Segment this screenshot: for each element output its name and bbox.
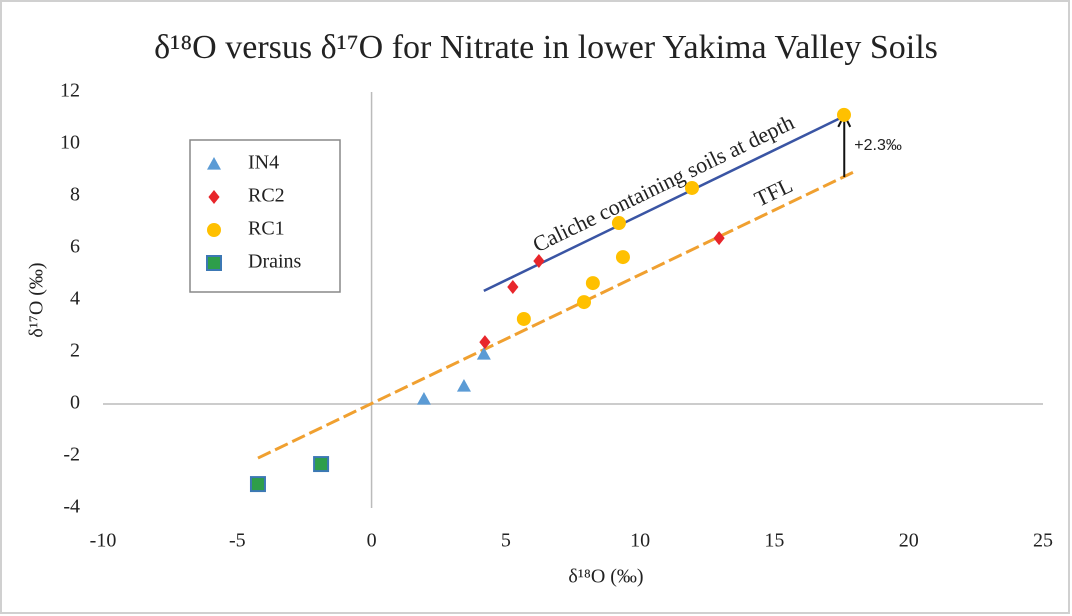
point — [533, 254, 545, 268]
x-tick-label: 25 — [1033, 530, 1053, 552]
y-tick-label: 8 — [70, 184, 80, 206]
y-tick-label: 10 — [60, 132, 80, 154]
legend-label: IN4 — [248, 152, 279, 174]
point — [507, 280, 519, 294]
legend-label: RC1 — [248, 218, 285, 240]
y-tick-label: 6 — [70, 236, 80, 258]
point — [577, 295, 592, 310]
point — [456, 379, 471, 392]
y-tick-label: 4 — [70, 288, 80, 310]
x-tick-label: 20 — [899, 530, 919, 552]
y-tick-label: 2 — [70, 340, 80, 362]
x-tick-label: 0 — [367, 530, 377, 552]
x-tick-label: -5 — [229, 530, 246, 552]
x-tick-label: 15 — [764, 530, 784, 552]
tfl-line — [257, 169, 858, 460]
point — [713, 231, 725, 246]
x-tick-label: 5 — [501, 530, 511, 552]
legend-label: Drains — [248, 251, 302, 273]
legend-marker — [206, 255, 222, 271]
chart-title: δ¹⁸O versus δ¹⁷O for Nitrate in lower Ya… — [154, 29, 938, 66]
point — [249, 476, 266, 493]
point — [836, 107, 851, 122]
offset-label: +2.3‰ — [854, 137, 902, 154]
point — [516, 311, 531, 326]
point — [479, 335, 491, 350]
legend-marker — [208, 190, 220, 204]
point — [416, 392, 431, 405]
point — [313, 456, 330, 473]
x-tick-label: -10 — [90, 530, 117, 552]
x-axis-label: δ¹⁸O (‰) — [568, 566, 643, 588]
point — [585, 276, 600, 291]
caliche-line — [483, 114, 846, 293]
y-axis-label: δ¹⁷O (‰) — [26, 262, 48, 337]
y-tick-label: -4 — [63, 496, 80, 518]
point — [684, 180, 699, 195]
y-tick-label: 0 — [70, 392, 80, 414]
legend-marker — [207, 223, 221, 237]
point — [611, 216, 626, 231]
x-tick-label: 10 — [630, 530, 650, 552]
y-tick-label: -2 — [63, 444, 80, 466]
point — [476, 347, 491, 360]
legend-label: RC2 — [248, 185, 285, 207]
legend-marker — [207, 157, 221, 170]
y-tick-label: 12 — [60, 80, 80, 102]
point — [615, 250, 630, 265]
